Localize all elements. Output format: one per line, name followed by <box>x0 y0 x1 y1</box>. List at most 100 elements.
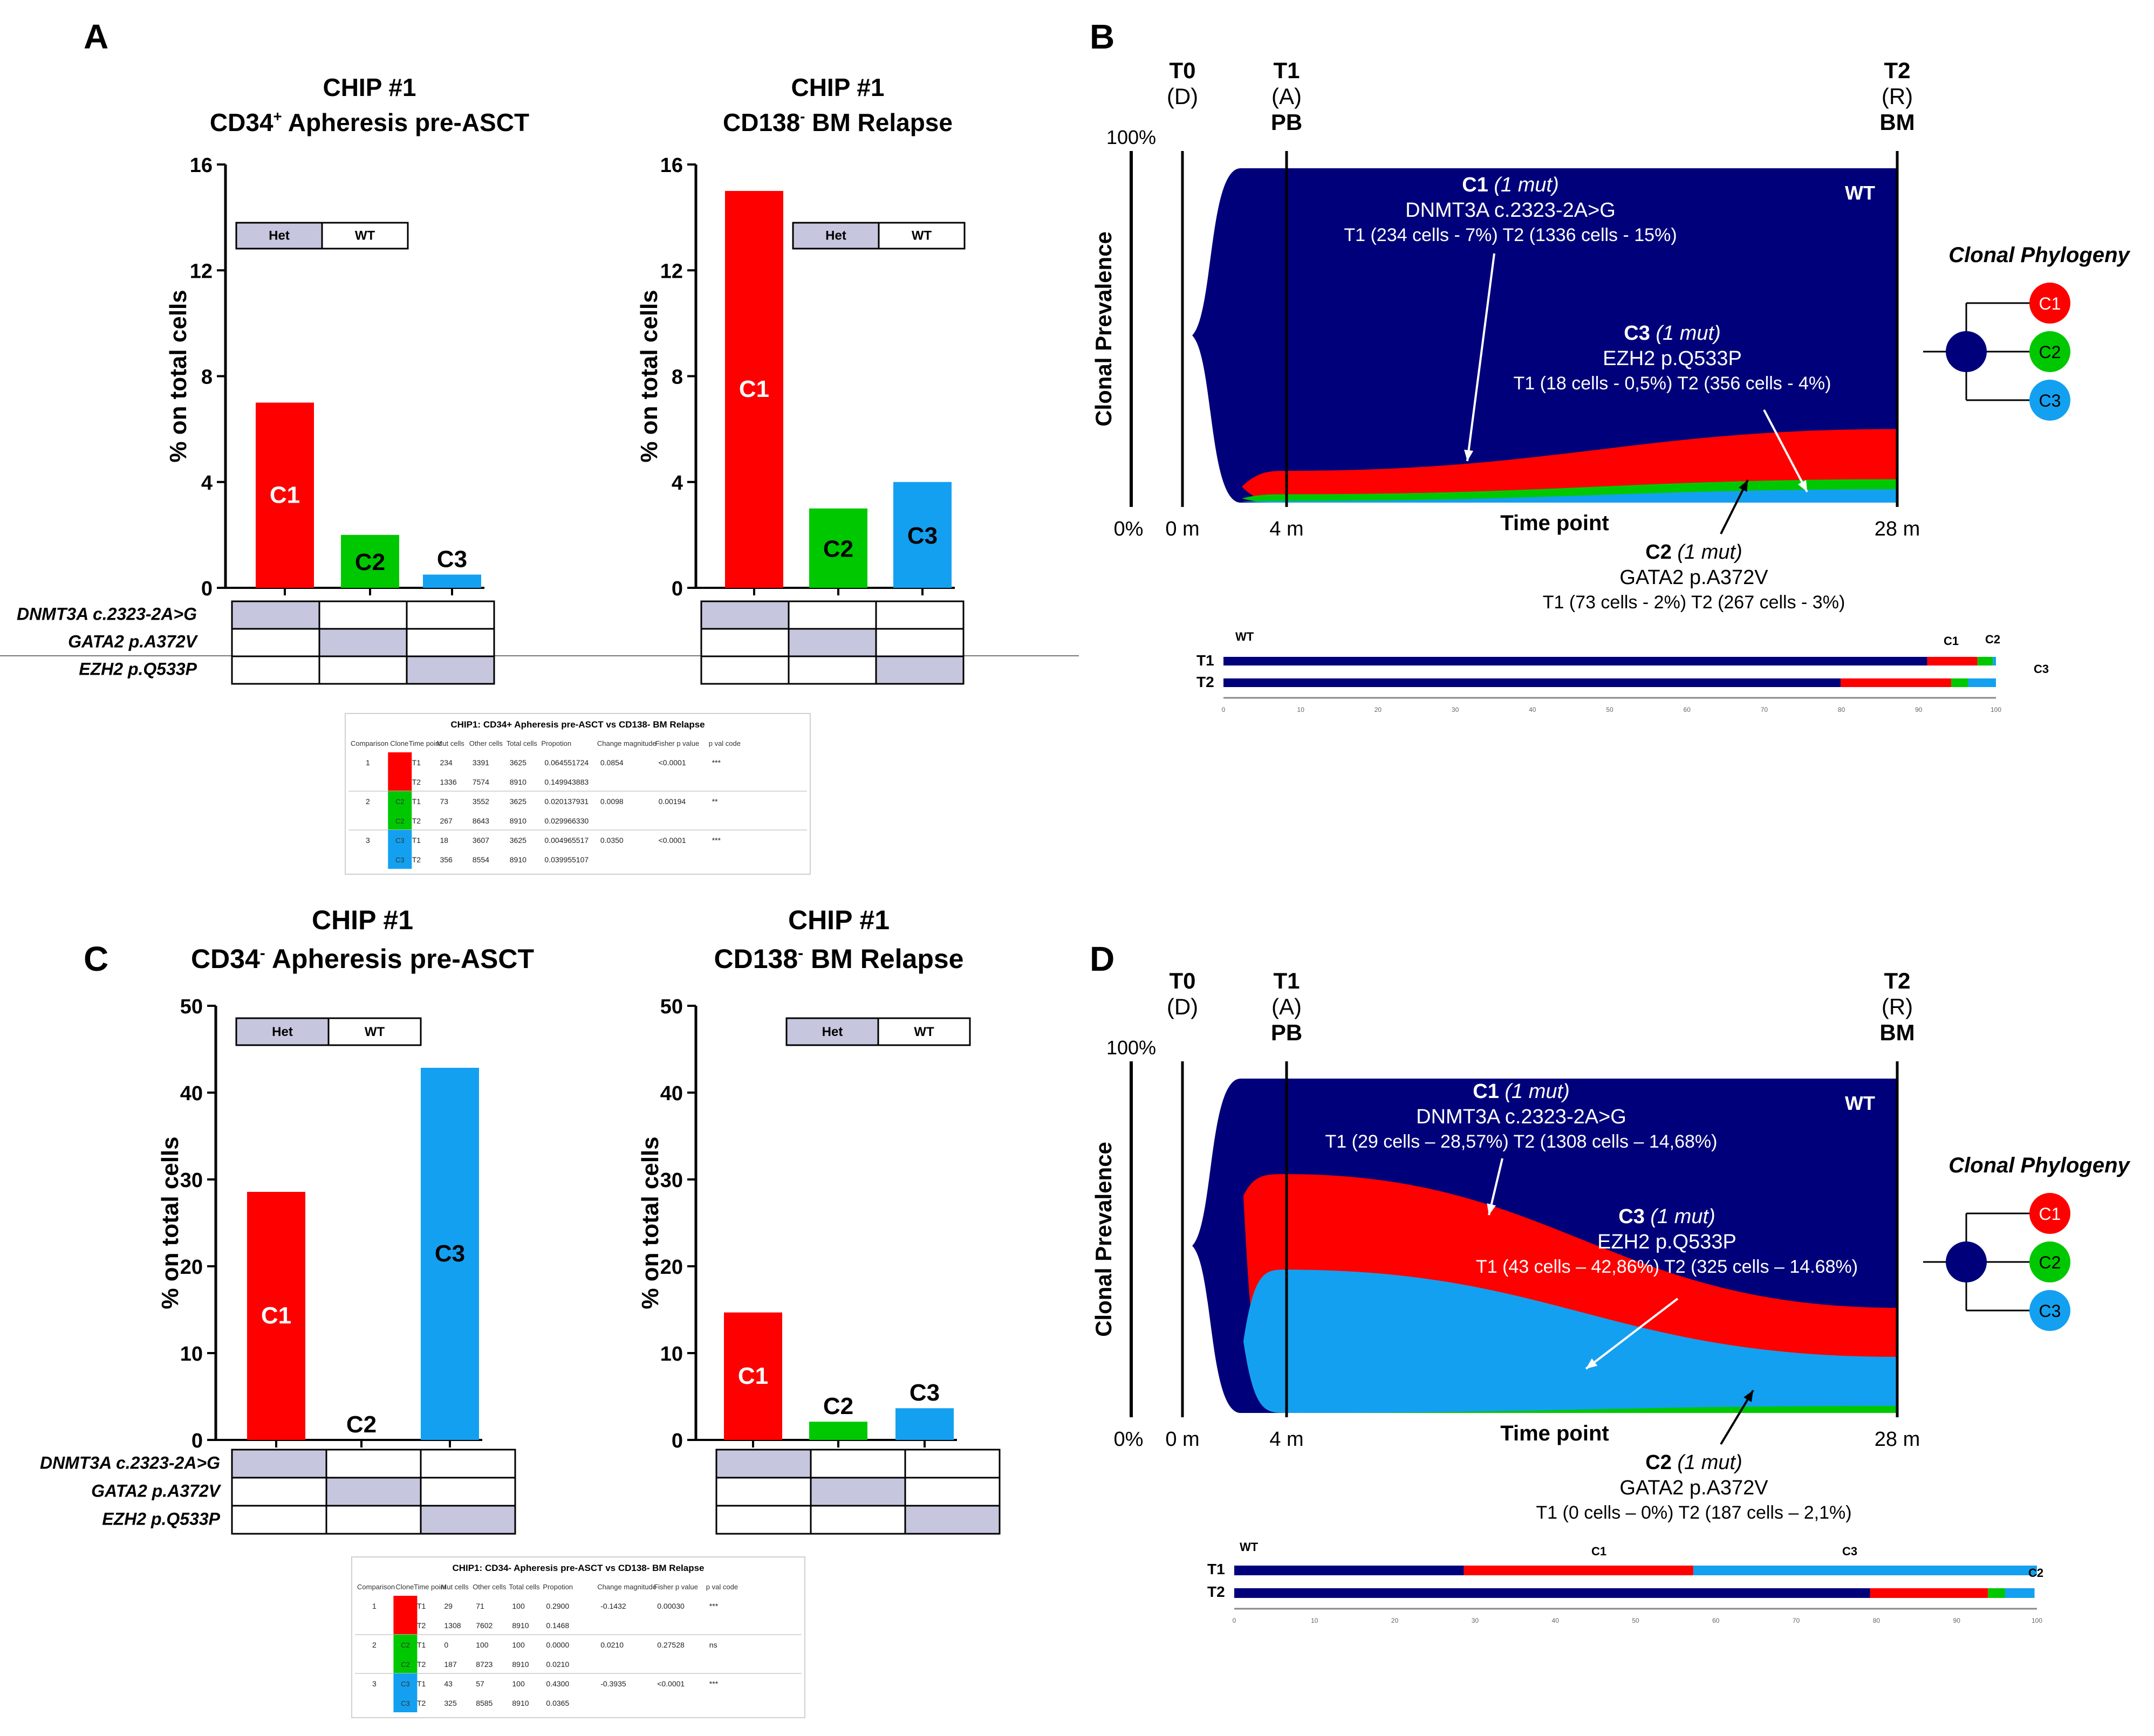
timepoint-tissue: PB <box>1271 109 1302 135</box>
table-cell: 0.27528 <box>657 1641 685 1649</box>
table-cell: 3 <box>366 836 370 845</box>
table-title: CHIP1: CD34- Apheresis pre-ASCT vs CD138… <box>452 1563 704 1573</box>
stacked-row-label: T1 <box>1207 1561 1225 1577</box>
mutation-cell <box>904 1505 1001 1535</box>
table-cell: 0.0854 <box>600 758 624 767</box>
table-cell: *** <box>709 1602 719 1610</box>
table-cell: 1 <box>366 758 370 767</box>
table-cell: 3625 <box>510 836 526 845</box>
table-cell: 187 <box>444 1660 457 1669</box>
annotation-detail: T1 (18 cells - 0,5%) T2 (356 cells - 4%) <box>1514 373 1831 394</box>
table-cell: 234 <box>440 758 453 767</box>
legend-wt-label: WT <box>355 229 375 243</box>
y-tick-label: 0 <box>672 1430 683 1452</box>
table-cell: <0.0001 <box>659 758 686 767</box>
stacked-label-c3: C3 <box>1842 1545 1857 1558</box>
y-axis-label: Clonal Prevalence <box>1091 1142 1116 1337</box>
mutation-label: DNMT3A c.2323-2A>G <box>40 1453 220 1472</box>
legend-het-label: Het <box>825 229 846 243</box>
bar-chart-a-left: CHIP #1 CD34+ Apheresis pre-ASCT 0 4 8 12 16 % … <box>165 73 529 600</box>
stacked-segment-wt <box>1234 1588 1870 1598</box>
y-tick-label: 8 <box>201 366 213 389</box>
c3-area <box>1242 489 1897 503</box>
y-tick-label: 10 <box>180 1343 203 1366</box>
table-cell: 3552 <box>473 797 489 806</box>
phylogeny-title: Clonal Phylogeny <box>1948 1154 2130 1177</box>
wt-area <box>1192 168 1897 503</box>
bar-c2 <box>341 534 399 588</box>
mutation-grid-a-right <box>700 600 965 685</box>
mutation-cell <box>788 628 877 657</box>
stacked-label-wt: WT <box>1240 1540 1259 1554</box>
y-tick-label: 20 <box>180 1256 203 1279</box>
bar-c2 <box>809 508 867 588</box>
y-top-label: 100% <box>1106 1037 1156 1059</box>
stacked-tick-label: 30 <box>1452 706 1459 713</box>
stats-table-a: CHIP1: CD34+ Apheresis pre-ASCT vs CD138… <box>345 713 811 875</box>
table-header: Mut cells <box>436 739 464 747</box>
stacked-segment-c1 <box>1464 1566 1694 1575</box>
mutation-cell <box>318 600 408 630</box>
timepoint-name: T1 <box>1273 58 1300 83</box>
table-cell: 2 <box>372 1641 377 1649</box>
table-cell: 0.004965517 <box>544 836 589 845</box>
phylogeny-node-c1 <box>2029 1193 2070 1234</box>
table-cell: T2 <box>417 1621 426 1630</box>
bar-label-c2: C2 <box>346 1411 377 1438</box>
table-cell: 8554 <box>473 855 489 864</box>
table-cell: 0.0098 <box>600 797 624 806</box>
mutation-grid-c-left: DNMT3A c.2323-2A>G GATA2 p.A372V EZH2 p.Q5… <box>40 1449 516 1535</box>
mutation-cell <box>875 628 965 657</box>
mutation-cell <box>700 655 790 685</box>
stacked-segment-c2 <box>1988 1588 2005 1598</box>
mutation-cell <box>875 600 965 630</box>
stacked-tick-label: 80 <box>1873 1617 1881 1624</box>
mutation-label: GATA2 p.A372V <box>68 632 199 651</box>
mutation-cell <box>904 1477 1001 1507</box>
table-cell: T2 <box>417 1660 426 1669</box>
annotation-gene: EZH2 p.Q533P <box>1597 1231 1736 1253</box>
mutation-cell <box>406 655 495 685</box>
table-cell: T2 <box>412 778 421 786</box>
stacked-tick-label: 70 <box>1793 1617 1800 1624</box>
table-clone-label: C3 <box>401 1699 410 1707</box>
mutation-cell <box>904 1449 1001 1479</box>
legend-wt-swatch <box>321 222 409 250</box>
stacked-tick-label: 40 <box>1552 1617 1560 1624</box>
table-clone-swatch <box>388 791 412 811</box>
bar-label-c3: C3 <box>910 1380 940 1406</box>
annotation-clone: C2 (1 mut) <box>1645 1451 1742 1474</box>
legend-het-label: Het <box>272 1025 293 1039</box>
timepoint-name: T2 <box>1884 58 1910 83</box>
chart-title-line2: CD34+ Apheresis pre-ASCT <box>210 108 529 136</box>
timepoint-tissue: BM <box>1879 1020 1914 1045</box>
stacked-segment-c3 <box>2005 1588 2035 1598</box>
stacked-tick-label: 20 <box>1391 1617 1399 1624</box>
bar-label-c1: C1 <box>738 1363 768 1389</box>
mutation-cell <box>318 655 408 685</box>
stacked-label-c2: C2 <box>2028 1566 2043 1580</box>
table-cell: 29 <box>444 1602 453 1610</box>
stacked-tick-label: 60 <box>1712 1617 1720 1624</box>
stacked-row-label: T2 <box>1207 1583 1225 1600</box>
table-cell: 267 <box>440 816 453 825</box>
table-cell: *** <box>709 1679 719 1688</box>
y-tick-label: 0 <box>192 1430 203 1452</box>
table-header: Time point <box>409 739 442 747</box>
mutation-label: DNMT3A c.2323-2A>G <box>17 605 197 624</box>
mutation-cell <box>231 1449 327 1479</box>
panel-label-b: B <box>1090 17 1114 56</box>
stacked-tick-label: 0 <box>1233 1617 1236 1624</box>
table-clone-label: C2 <box>395 817 405 825</box>
table-cell: 3 <box>372 1679 377 1688</box>
table-frame <box>351 1556 805 1718</box>
annotation-gene: GATA2 p.A372V <box>1619 566 1768 589</box>
table-cell: 100 <box>512 1679 525 1688</box>
timepoint-time: 0 m <box>1165 518 1199 540</box>
table-clone-swatch <box>393 1635 418 1654</box>
phylogeny-node-label: C2 <box>2039 1253 2061 1272</box>
table-clone-label: C3 <box>401 1680 410 1688</box>
table-clone-swatch <box>388 752 412 772</box>
annotation-clone: C3 (1 mut) <box>1618 1205 1715 1228</box>
table-clone-swatch <box>393 1693 418 1712</box>
